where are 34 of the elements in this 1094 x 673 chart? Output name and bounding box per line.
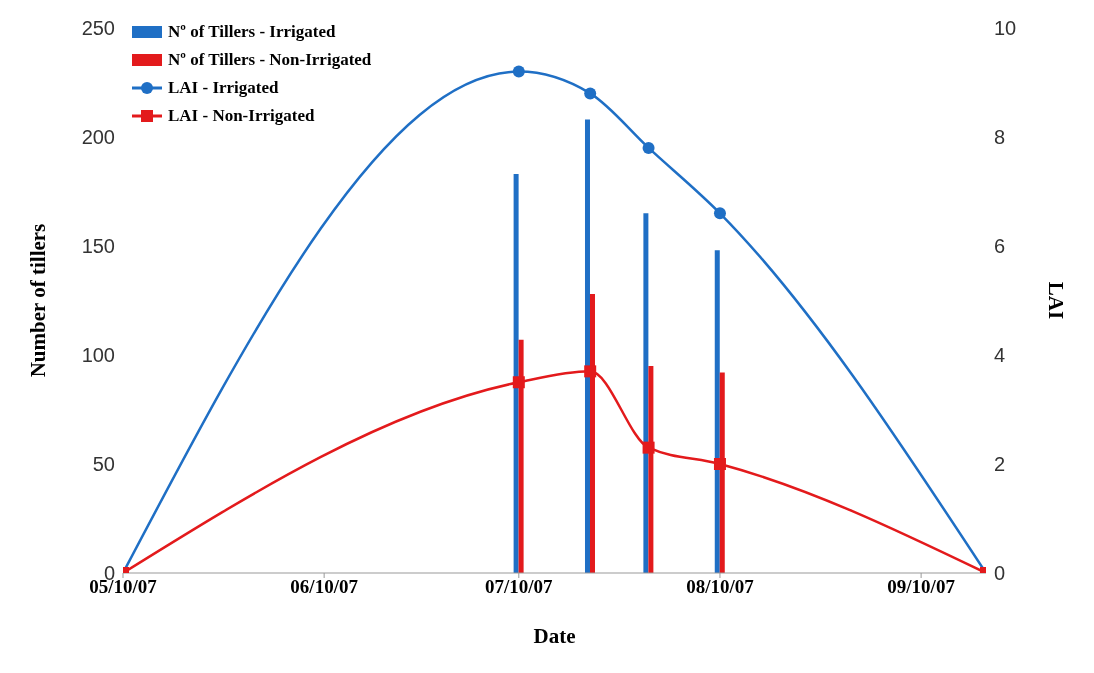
point: [512, 65, 525, 78]
y2-tick-label: 0: [994, 562, 1006, 585]
point: [642, 441, 655, 454]
y2-tick-label: 4: [994, 344, 1006, 367]
point: [713, 207, 726, 220]
y2-axis-title: LAI: [1043, 281, 1068, 320]
point: [713, 458, 726, 470]
bar: [513, 174, 519, 573]
y2-tick-label: 10: [994, 17, 1017, 40]
y-axis-title: Number of tillers: [26, 223, 51, 378]
y-tick-label: 250: [81, 17, 115, 40]
y2-tick-label: 6: [994, 235, 1006, 258]
x-tick-label: 06/10/07: [290, 576, 359, 598]
legend-label: LAI - Non-Irrigated: [168, 106, 315, 126]
point: [642, 141, 655, 154]
bar: [643, 213, 649, 573]
bar: [714, 250, 720, 573]
legend-label: Nº of Tillers - Non-Irrigated: [168, 50, 372, 70]
x-tick-label: 07/10/07: [485, 576, 554, 598]
x-axis-title: Date: [533, 624, 576, 648]
point: [584, 87, 597, 100]
y-tick-label: 50: [92, 453, 115, 476]
y-tick-label: 100: [81, 344, 115, 367]
y-tick-label: 200: [81, 126, 115, 149]
point: [584, 365, 597, 378]
y-tick-label: 150: [81, 235, 115, 258]
x-tick-label: 08/10/07: [686, 576, 755, 598]
y2-tick-label: 2: [994, 453, 1006, 476]
legend-label: Nº of Tillers - Irrigated: [168, 22, 336, 42]
bar: [584, 119, 590, 573]
point: [512, 376, 525, 389]
x-tick-label: 09/10/07: [887, 576, 956, 598]
legend-label: LAI - Irrigated: [168, 78, 279, 98]
y2-tick-label: 8: [994, 126, 1006, 149]
